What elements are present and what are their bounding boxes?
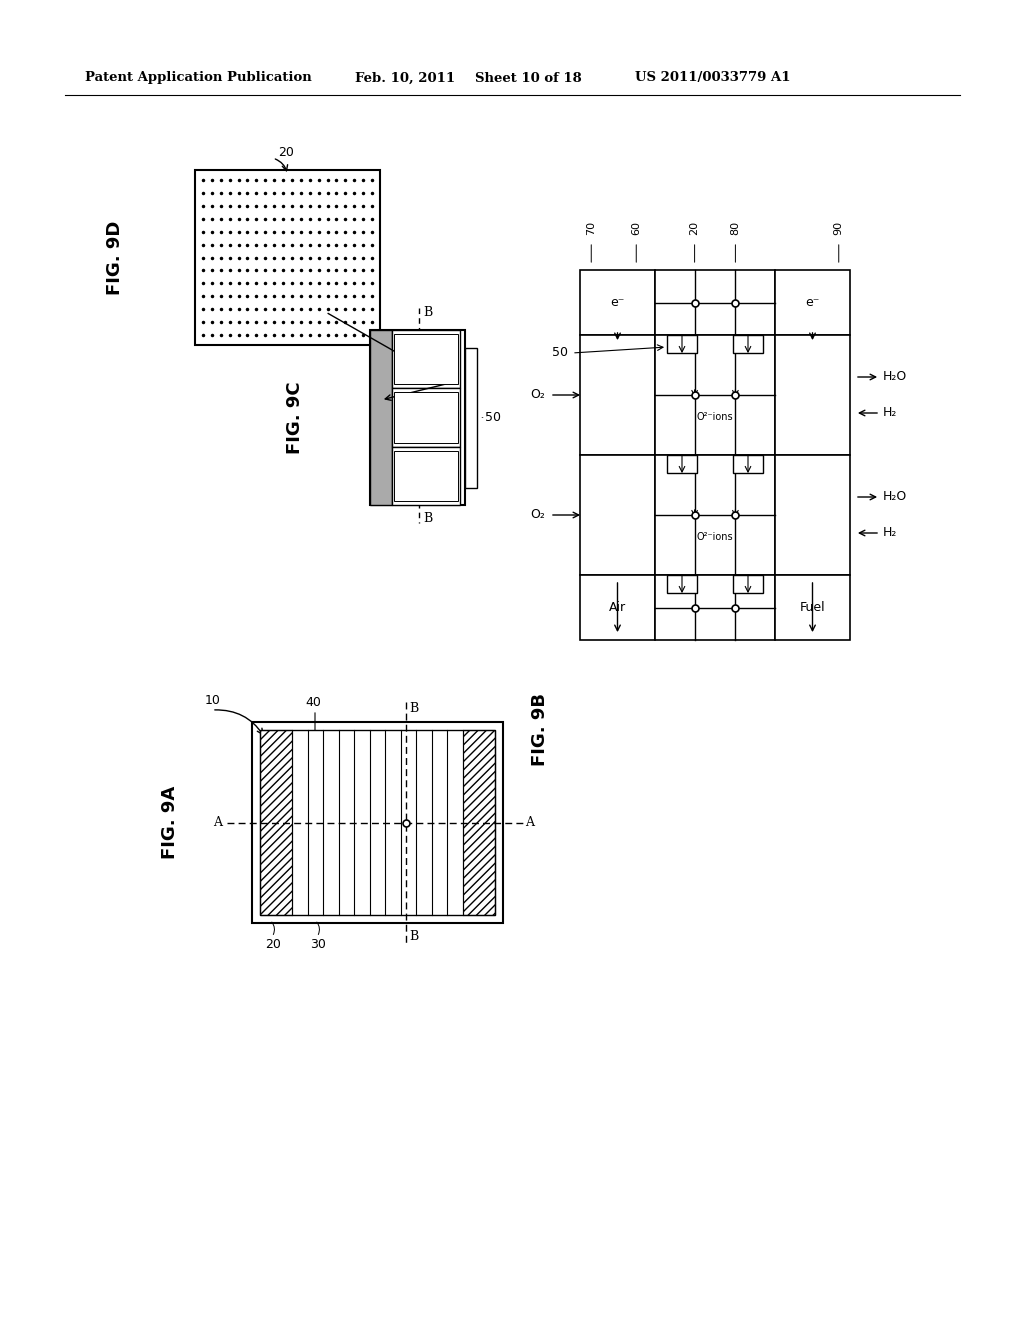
Text: FIG. 9C: FIG. 9C bbox=[286, 381, 304, 454]
Bar bbox=[370, 330, 465, 506]
Text: B: B bbox=[423, 306, 433, 319]
Bar bbox=[580, 455, 655, 576]
Bar bbox=[465, 347, 477, 487]
Text: Sheet 10 of 18: Sheet 10 of 18 bbox=[475, 71, 582, 84]
Bar bbox=[655, 271, 775, 335]
Text: B: B bbox=[410, 701, 419, 714]
Text: 70: 70 bbox=[587, 220, 596, 235]
Text: Fuel: Fuel bbox=[800, 601, 825, 614]
Bar bbox=[733, 576, 763, 593]
Text: e⁻: e⁻ bbox=[610, 296, 625, 309]
Bar bbox=[195, 170, 380, 345]
Text: H₂: H₂ bbox=[883, 527, 897, 540]
Text: e⁻: e⁻ bbox=[805, 296, 819, 309]
Text: 30: 30 bbox=[310, 939, 326, 952]
Text: H₂O: H₂O bbox=[883, 491, 907, 503]
Bar bbox=[392, 446, 460, 506]
Bar bbox=[580, 271, 655, 335]
Text: FIG. 9B: FIG. 9B bbox=[531, 693, 549, 767]
Text: O²⁻ions: O²⁻ions bbox=[696, 532, 733, 541]
Bar bbox=[655, 576, 775, 640]
Bar bbox=[260, 730, 495, 915]
Text: 50: 50 bbox=[552, 346, 568, 359]
Text: Patent Application Publication: Patent Application Publication bbox=[85, 71, 311, 84]
Bar bbox=[463, 730, 495, 915]
Bar bbox=[775, 455, 850, 576]
Text: 40: 40 bbox=[305, 696, 321, 709]
Bar bbox=[775, 576, 850, 640]
Bar bbox=[394, 334, 458, 384]
Text: Air: Air bbox=[609, 601, 626, 614]
Text: Feb. 10, 2011: Feb. 10, 2011 bbox=[355, 71, 455, 84]
Bar bbox=[733, 335, 763, 352]
Text: A: A bbox=[213, 816, 222, 829]
Text: 90: 90 bbox=[834, 220, 844, 235]
Text: B: B bbox=[423, 511, 433, 524]
Text: H₂O: H₂O bbox=[883, 371, 907, 384]
Text: O²⁻ions: O²⁻ions bbox=[696, 412, 733, 421]
Text: 20: 20 bbox=[279, 145, 294, 158]
Bar bbox=[655, 335, 775, 455]
Bar bbox=[655, 455, 775, 576]
Text: H₂: H₂ bbox=[883, 407, 897, 420]
Text: FIG. 9A: FIG. 9A bbox=[161, 785, 179, 859]
Text: O₂: O₂ bbox=[530, 508, 545, 521]
Text: 20: 20 bbox=[265, 939, 281, 952]
Bar bbox=[580, 576, 655, 640]
Bar bbox=[260, 730, 292, 915]
Text: 10: 10 bbox=[205, 693, 221, 706]
Bar bbox=[775, 271, 850, 335]
Bar bbox=[370, 330, 392, 506]
Text: 50: 50 bbox=[485, 411, 501, 424]
Bar bbox=[252, 722, 503, 923]
Text: 80: 80 bbox=[730, 220, 740, 235]
Bar bbox=[394, 450, 458, 502]
Text: 20: 20 bbox=[689, 220, 699, 235]
Bar bbox=[733, 455, 763, 473]
Text: FIG. 9D: FIG. 9D bbox=[106, 220, 124, 294]
Bar bbox=[580, 335, 655, 455]
Bar bbox=[667, 455, 697, 473]
Text: B: B bbox=[410, 931, 419, 944]
Text: O₂: O₂ bbox=[530, 388, 545, 401]
Text: US 2011/0033779 A1: US 2011/0033779 A1 bbox=[635, 71, 791, 84]
Bar bbox=[667, 335, 697, 352]
Text: A: A bbox=[525, 816, 534, 829]
Bar bbox=[392, 388, 460, 446]
Text: 60: 60 bbox=[631, 220, 641, 235]
Bar bbox=[392, 330, 460, 388]
Bar bbox=[667, 576, 697, 593]
Bar bbox=[394, 392, 458, 442]
Bar bbox=[775, 335, 850, 455]
